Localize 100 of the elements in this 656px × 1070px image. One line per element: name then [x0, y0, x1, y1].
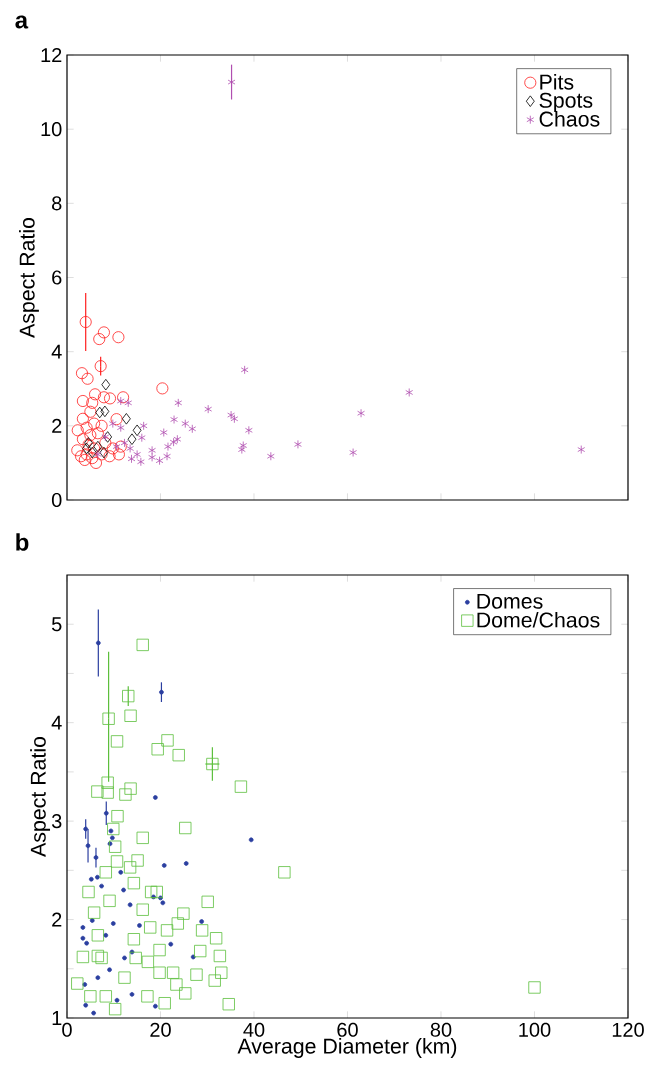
- point: [159, 689, 164, 695]
- point: [405, 388, 414, 397]
- legend-label: Domes: [477, 593, 543, 609]
- point: [349, 448, 357, 457]
- x-tick-label: 120: [612, 1022, 644, 1037]
- x-tick-label: 60: [337, 1022, 358, 1037]
- point: [84, 429, 97, 442]
- point: [93, 449, 102, 459]
- point: [173, 434, 182, 444]
- point: [577, 445, 586, 454]
- point: [71, 424, 84, 437]
- point: [106, 442, 119, 455]
- point: [188, 424, 197, 434]
- y-tick-label: 4: [51, 715, 62, 730]
- point: [112, 442, 121, 452]
- point: [103, 810, 109, 816]
- point: [95, 406, 105, 419]
- point: [103, 450, 116, 463]
- point: [181, 419, 190, 429]
- point: [76, 433, 89, 446]
- point: [91, 427, 104, 440]
- point: [86, 452, 99, 465]
- point: [81, 372, 94, 385]
- point: [99, 446, 109, 459]
- x-tick-label: 20: [150, 1022, 171, 1037]
- y-tick-label: 8: [52, 196, 62, 211]
- point: [112, 331, 125, 344]
- point: [101, 378, 111, 391]
- point: [227, 77, 236, 87]
- point: [80, 448, 93, 461]
- point: [132, 424, 142, 437]
- x-tick-label: 100: [519, 1022, 551, 1037]
- point: [100, 405, 110, 418]
- point: [110, 413, 123, 426]
- point: [116, 423, 125, 433]
- point: [294, 439, 302, 449]
- point: [104, 392, 117, 405]
- y-tick-label: 5: [51, 617, 62, 632]
- point: [89, 456, 102, 469]
- point: [116, 396, 125, 406]
- legend-label: Spots: [539, 92, 593, 113]
- chart-title: a: [15, 15, 29, 29]
- point: [95, 419, 108, 432]
- legend-label: Dome/Chaos: [477, 611, 600, 628]
- point: [99, 436, 112, 449]
- y-tick-label: 3: [51, 814, 62, 829]
- point: [84, 405, 97, 418]
- point: [85, 843, 91, 849]
- point: [148, 445, 156, 455]
- point: [227, 410, 235, 420]
- point: [86, 396, 99, 409]
- x-axis-title: Average Diameter (km): [237, 1038, 457, 1058]
- point: [239, 441, 248, 450]
- point: [137, 433, 146, 443]
- point: [357, 408, 365, 418]
- point: [97, 326, 110, 339]
- y-tick-label: 0: [51, 492, 62, 508]
- point: [89, 388, 102, 401]
- point: [93, 333, 106, 346]
- point: [108, 419, 117, 429]
- point: [88, 417, 101, 430]
- point: [79, 316, 92, 329]
- point: [95, 640, 101, 646]
- legend-label: Chaos: [539, 110, 600, 127]
- y-tick-label: 1: [52, 1011, 62, 1025]
- point: [124, 398, 133, 408]
- point: [240, 365, 249, 375]
- point: [93, 440, 103, 453]
- point: [244, 425, 253, 435]
- x-tick-label: 80: [430, 1022, 452, 1037]
- point: [76, 394, 89, 407]
- chart-title: b: [16, 533, 29, 551]
- point: [71, 444, 84, 457]
- y-tick-label: 2: [52, 418, 62, 433]
- point: [266, 451, 275, 461]
- point: [112, 448, 125, 461]
- y-tick-label: 6: [52, 270, 62, 285]
- point: [169, 437, 178, 447]
- y-tick-label: 10: [41, 122, 62, 137]
- point: [88, 442, 101, 455]
- point: [75, 367, 88, 380]
- point: [237, 445, 246, 454]
- point: [230, 414, 239, 424]
- point: [80, 421, 93, 434]
- point: [127, 433, 137, 445]
- point: [156, 382, 169, 395]
- point: [163, 451, 171, 461]
- point: [164, 442, 172, 452]
- x-tick-label: 0: [62, 1022, 72, 1037]
- point: [159, 428, 168, 437]
- point: [82, 442, 92, 455]
- y-axis-title: Aspect Ratio: [19, 217, 39, 338]
- legend-label: Pits: [540, 73, 574, 90]
- point: [155, 456, 164, 466]
- point: [204, 404, 213, 414]
- point: [139, 421, 148, 431]
- y-tick-label: 12: [41, 48, 62, 62]
- point: [97, 391, 110, 404]
- x-tick-label: 40: [243, 1022, 265, 1037]
- y-tick-label: 2: [52, 912, 62, 927]
